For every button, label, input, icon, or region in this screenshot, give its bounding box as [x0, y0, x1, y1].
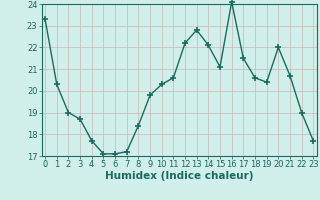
- X-axis label: Humidex (Indice chaleur): Humidex (Indice chaleur): [105, 171, 253, 181]
